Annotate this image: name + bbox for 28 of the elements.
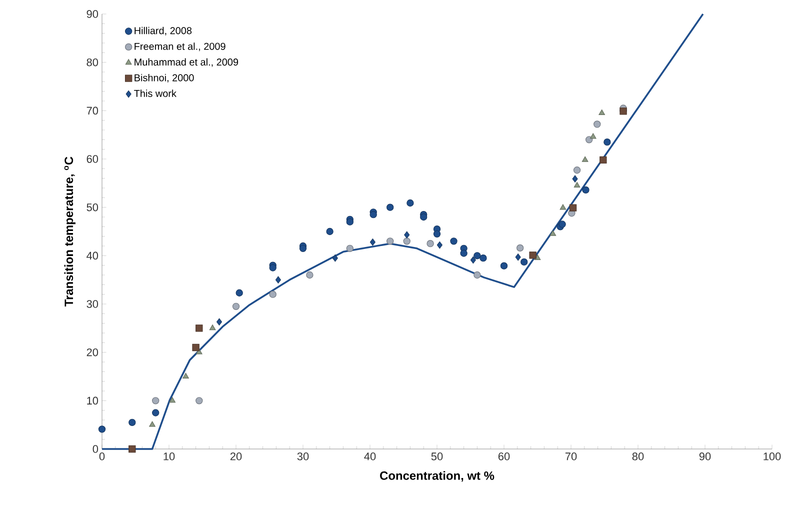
x-tick-label: 50 bbox=[431, 452, 443, 460]
y-tick-label: 70 bbox=[86, 106, 98, 115]
legend-label: Bishnoi, 2000 bbox=[134, 74, 194, 82]
y-tick-label: 0 bbox=[92, 445, 98, 453]
y-tick-label: 10 bbox=[87, 396, 98, 405]
x-tick-label: 10 bbox=[164, 452, 175, 460]
x-tick-label: 70 bbox=[565, 452, 577, 460]
x-axis-title: Concentration, wt % bbox=[380, 471, 494, 482]
x-tick-label: 0 bbox=[99, 452, 105, 460]
legend-label: This work bbox=[134, 90, 176, 97]
y-tick-label: 50 bbox=[86, 203, 98, 212]
y-tick-label: 60 bbox=[86, 155, 98, 163]
x-tick-label: 40 bbox=[364, 452, 376, 460]
legend-label: Freeman et al., 2009 bbox=[134, 42, 226, 52]
y-tick-label: 90 bbox=[86, 10, 98, 18]
x-tick-label: 100 bbox=[764, 452, 781, 460]
y-tick-label: 20 bbox=[86, 348, 98, 356]
x-tick-label: 60 bbox=[498, 452, 510, 460]
legend-label: Muhammad et al., 2009 bbox=[134, 58, 238, 67]
y-axis-title: Transition temperature, $^{o}$C bbox=[64, 156, 76, 306]
x-tick-label: 20 bbox=[230, 452, 242, 460]
y-tick-label: 40 bbox=[86, 252, 98, 260]
x-tick-label: 90 bbox=[699, 452, 711, 460]
y-tick-label: 30 bbox=[86, 300, 98, 308]
legend-label: Hilliard, 2008 bbox=[134, 26, 192, 36]
x-tick-label: 30 bbox=[297, 452, 309, 460]
y-tick-label: 80 bbox=[86, 58, 98, 66]
x-tick-label: 80 bbox=[632, 452, 644, 460]
